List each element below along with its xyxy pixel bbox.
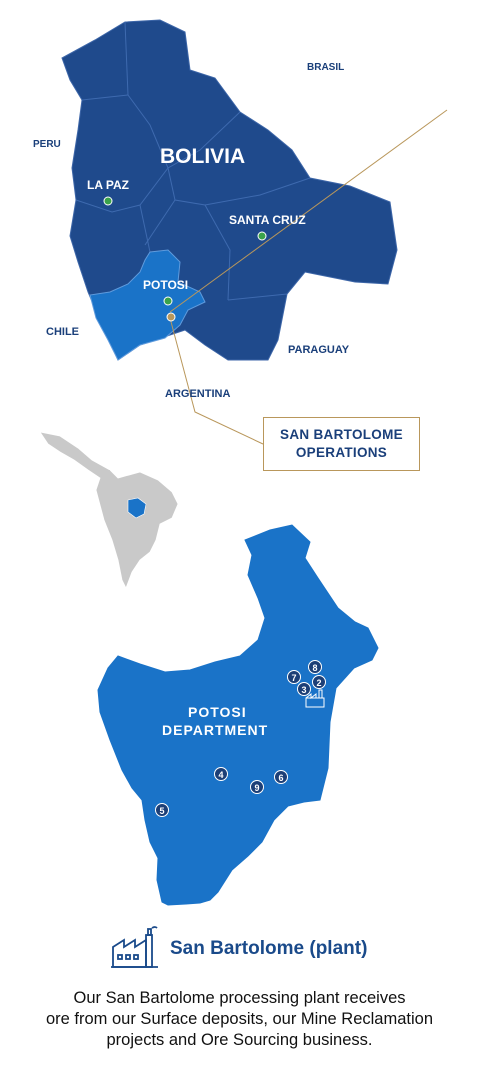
callout-line2: OPERATIONS: [295, 445, 388, 460]
marker-5: 5: [155, 803, 169, 817]
department-title-line2: DEPARTMENT: [162, 722, 268, 738]
svg-text:3: 3: [301, 685, 306, 695]
paraguay-label: PARAGUAY: [288, 344, 350, 356]
svg-text:4: 4: [218, 770, 223, 780]
svg-text:8: 8: [312, 663, 317, 673]
la-paz-dot: [103, 196, 113, 206]
callout-leader-lines: [169, 109, 448, 445]
marker-3: 3: [297, 682, 311, 696]
santa-cruz-dot: [257, 231, 267, 241]
chile-label: CHILE: [46, 326, 79, 338]
peru-label: PERU: [33, 139, 61, 150]
caption-line1: Our San Bartolome processing plant recei…: [73, 989, 406, 1007]
potosi-dot: [163, 296, 173, 306]
marker-4: 4: [214, 767, 228, 781]
caption-line3: projects and Ore Sourcing business.: [106, 1031, 373, 1049]
caption: Our San Bartolome processing plant recei…: [0, 988, 479, 1051]
svg-text:9: 9: [254, 783, 259, 793]
la-paz-label: LA PAZ: [87, 178, 129, 192]
caption-line2: ore from our Surface deposits, our Mine …: [45, 1010, 433, 1028]
svg-text:5: 5: [159, 806, 164, 816]
argentina-label: ARGENTINA: [165, 388, 230, 400]
bolivia-label: BOLIVIA: [160, 145, 245, 168]
svg-text:7: 7: [291, 673, 296, 683]
plant-marker-icon: [305, 689, 325, 708]
south-america-locator: [39, 431, 179, 589]
callout-line1: SAN BARTOLOME: [280, 427, 403, 442]
legend-label: San Bartolome (plant): [170, 938, 368, 959]
factory-icon: [110, 925, 160, 974]
san-bartolome-dot: [166, 312, 176, 322]
marker-7: 7: [287, 670, 301, 684]
svg-text:2: 2: [316, 678, 321, 688]
santa-cruz-label: SANTA CRUZ: [229, 213, 306, 227]
marker-9: 9: [250, 780, 264, 794]
potosi-region-small: [89, 249, 206, 361]
marker-8: 8: [308, 660, 322, 674]
department-title-line1: POTOSI: [188, 704, 247, 720]
san-bartolome-callout: SAN BARTOLOME OPERATIONS: [263, 417, 420, 471]
legend: San Bartolome (plant): [110, 924, 390, 974]
potosi-label: POTOSI: [143, 278, 188, 292]
department-borders: [75, 21, 311, 301]
svg-text:6: 6: [278, 773, 283, 783]
bolivia-locator: [127, 497, 147, 519]
brasil-label: BRASIL: [307, 62, 344, 73]
marker-6: 6: [274, 770, 288, 784]
marker-2: 2: [312, 675, 326, 689]
